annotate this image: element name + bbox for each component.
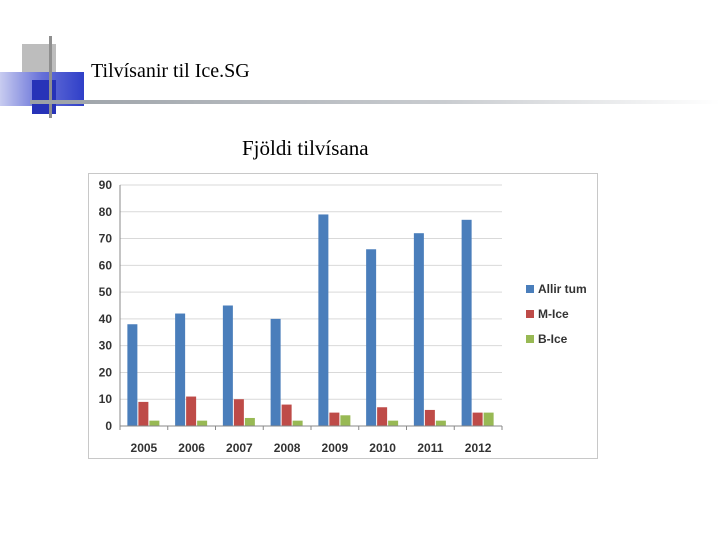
bar-m-ice-2006 [186,396,197,426]
chart-title: Fjöldi tilvísana [242,136,369,160]
legend-swatch [526,310,534,318]
legend: Allir tum M-Ice B-Ice [526,282,587,346]
bar-chart: 0 10 20 30 40 50 60 70 80 90 2005 2006 2007 2008 2009 2… [99,178,587,455]
y-tick-label: 50 [99,285,113,299]
bar-m-ice-2009 [329,412,340,426]
x-tick-label: 2008 [274,441,301,455]
bar-m-ice-2005 [138,401,149,426]
bar-b-ice-2008 [292,420,303,426]
x-tick-label: 2009 [322,441,349,455]
deco-horizontal-line [30,100,720,104]
chart-frame: 0 10 20 30 40 50 60 70 80 90 2005 2006 2007 2008 2009 2… [88,173,598,459]
bar-allir-tum-2008 [270,318,281,426]
legend-label: B-Ice [538,332,568,346]
bar-allir-tum-2010 [366,249,377,426]
bar-b-ice-2009 [340,415,351,426]
x-tick-label: 2010 [369,441,396,455]
deco-vertical-line [49,36,52,118]
bar-allir-tum-2012 [461,219,472,426]
bar-allir-tum-2005 [127,324,138,426]
deco-dark-square [32,80,56,114]
x-tick-label: 2006 [178,441,205,455]
bar-m-ice-2007 [233,399,244,426]
bar-b-ice-2006 [197,420,208,426]
legend-label: Allir tum [538,282,587,296]
bar-allir-tum-2009 [318,214,329,426]
x-tick-label: 2007 [226,441,253,455]
bar-b-ice-2005 [149,420,160,426]
bar-m-ice-2012 [472,412,483,426]
bar-b-ice-2010 [388,420,399,426]
y-tick-label: 10 [99,392,113,406]
bar-b-ice-2007 [244,417,255,426]
legend-swatch [526,335,534,343]
bar-allir-tum-2006 [175,313,186,426]
bar-allir-tum-2007 [222,305,233,426]
bar-b-ice-2011 [435,420,446,426]
y-tick-label: 90 [99,178,113,192]
legend-swatch [526,285,534,293]
bar-m-ice-2008 [281,404,292,426]
y-tick-label: 80 [99,205,113,219]
bar-m-ice-2010 [377,407,388,426]
bar-allir-tum-2011 [413,233,424,426]
y-tick-label: 40 [99,312,113,326]
x-tick-label: 2011 [417,441,443,455]
x-tick-label: 2005 [131,441,158,455]
x-tick-label: 2012 [465,441,492,455]
bar-b-ice-2012 [483,412,494,426]
y-tick-label: 30 [99,339,113,353]
y-tick-label: 60 [99,258,113,272]
y-tick-label: 70 [99,232,113,246]
slide-header-decoration [0,36,720,118]
bar-m-ice-2011 [424,409,435,426]
slide-title: Tilvísanir til Ice.SG [91,60,250,82]
axes: 0 10 20 30 40 50 60 70 80 90 2005 2006 2007 2008 2009 2… [99,178,503,455]
bars [127,214,494,426]
y-tick-label: 0 [105,419,112,433]
y-tick-label: 20 [99,365,113,379]
legend-label: M-Ice [538,307,569,321]
